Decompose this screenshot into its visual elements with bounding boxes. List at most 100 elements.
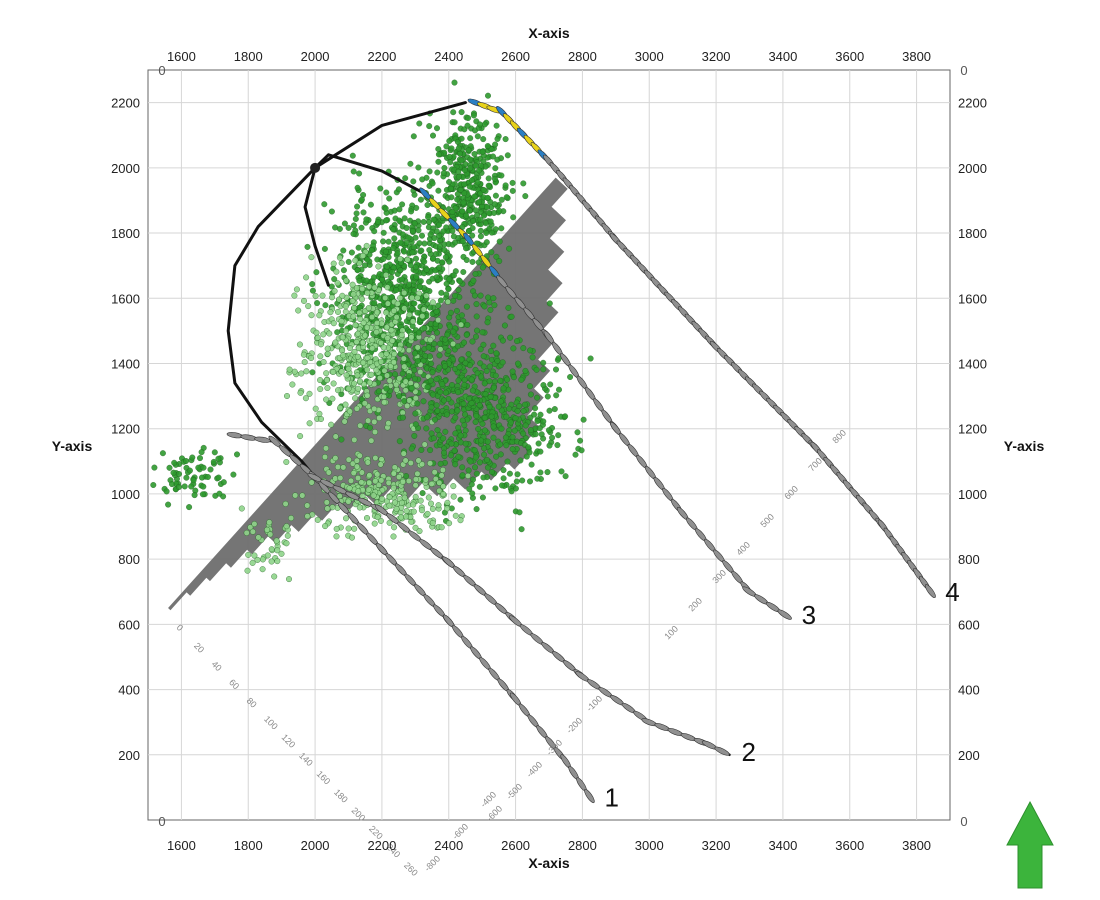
- event-point: [354, 372, 361, 379]
- x-tick-label-bottom: 3400: [768, 838, 797, 853]
- event-point: [351, 436, 358, 443]
- event-point: [410, 501, 417, 508]
- event-point: [343, 372, 350, 379]
- event-point: [375, 263, 382, 270]
- event-point: [533, 366, 540, 373]
- event-point: [503, 413, 510, 420]
- event-point: [440, 228, 447, 235]
- y-tick-label-right: 2000: [958, 161, 987, 176]
- event-point: [490, 295, 497, 302]
- x-tick-label-bottom: 1600: [167, 838, 196, 853]
- event-point: [525, 444, 532, 451]
- event-point: [404, 402, 411, 409]
- event-point: [271, 573, 278, 580]
- event-point: [374, 471, 381, 478]
- y-tick-label-left: 2200: [111, 96, 140, 111]
- depth-label-well2: -800: [422, 854, 442, 874]
- event-point: [352, 395, 359, 402]
- x-tick-label-top: 3800: [902, 49, 931, 64]
- event-point: [363, 242, 370, 249]
- event-point: [371, 405, 378, 412]
- event-point: [437, 243, 444, 250]
- x-tick-label-bottom: 3200: [702, 838, 731, 853]
- event-point: [355, 330, 362, 337]
- event-point: [350, 470, 357, 477]
- event-point: [446, 153, 453, 160]
- event-point: [461, 167, 468, 174]
- event-point: [426, 168, 433, 175]
- event-point: [506, 245, 513, 252]
- event-point: [455, 173, 462, 180]
- event-point: [377, 461, 384, 468]
- event-point: [390, 533, 397, 540]
- event-point: [492, 226, 499, 233]
- event-point: [464, 321, 471, 328]
- event-point: [364, 256, 371, 263]
- event-point: [450, 493, 457, 500]
- event-point: [425, 494, 432, 501]
- event-point: [349, 534, 356, 541]
- event-point: [443, 143, 450, 150]
- event-point: [484, 204, 491, 211]
- event-point: [544, 469, 551, 476]
- event-point: [348, 477, 355, 484]
- event-point: [493, 453, 500, 460]
- event-point: [424, 201, 431, 208]
- event-point: [274, 558, 281, 565]
- event-point: [430, 255, 437, 262]
- event-point: [352, 257, 359, 264]
- event-point: [474, 133, 481, 140]
- event-point: [529, 354, 536, 361]
- event-point: [476, 402, 483, 409]
- event-point: [440, 435, 447, 442]
- event-point: [452, 430, 459, 437]
- event-point: [330, 369, 337, 376]
- event-point: [346, 345, 353, 352]
- event-point: [399, 276, 406, 283]
- event-point: [538, 431, 545, 438]
- y-tick-label-right: 1000: [958, 487, 987, 502]
- event-point: [350, 230, 357, 237]
- event-point: [497, 377, 504, 384]
- event-point: [448, 452, 455, 459]
- y-tick-label-left: 600: [118, 617, 140, 632]
- y-tick-label-right: 1800: [958, 226, 987, 241]
- event-point: [348, 249, 355, 256]
- event-point: [436, 352, 443, 359]
- event-point: [419, 232, 426, 239]
- event-point: [421, 441, 428, 448]
- event-point: [544, 393, 551, 400]
- event-point: [445, 286, 452, 293]
- event-point: [467, 135, 474, 142]
- x-tick-label-top: 1600: [167, 49, 196, 64]
- event-point: [329, 395, 336, 402]
- event-point: [380, 229, 387, 236]
- event-point: [522, 193, 529, 200]
- event-point: [499, 482, 506, 489]
- event-point: [409, 318, 416, 325]
- event-point: [354, 463, 361, 470]
- event-point: [424, 384, 431, 391]
- event-point: [455, 377, 462, 384]
- event-point: [337, 475, 344, 482]
- event-point: [480, 474, 487, 481]
- event-point: [343, 515, 350, 522]
- event-point: [481, 212, 488, 219]
- event-point: [283, 540, 290, 547]
- event-point: [385, 238, 392, 245]
- event-point: [369, 314, 376, 321]
- event-point: [490, 342, 497, 349]
- event-point: [358, 196, 365, 203]
- event-point: [286, 576, 293, 583]
- event-point: [460, 199, 467, 206]
- event-point: [547, 381, 554, 388]
- event-point: [440, 491, 447, 498]
- event-point: [282, 500, 289, 507]
- event-point: [394, 250, 401, 257]
- event-point: [479, 148, 486, 155]
- event-point: [324, 505, 331, 512]
- event-point: [405, 478, 412, 485]
- event-point: [414, 470, 421, 477]
- event-point: [371, 418, 378, 425]
- event-point: [465, 147, 472, 154]
